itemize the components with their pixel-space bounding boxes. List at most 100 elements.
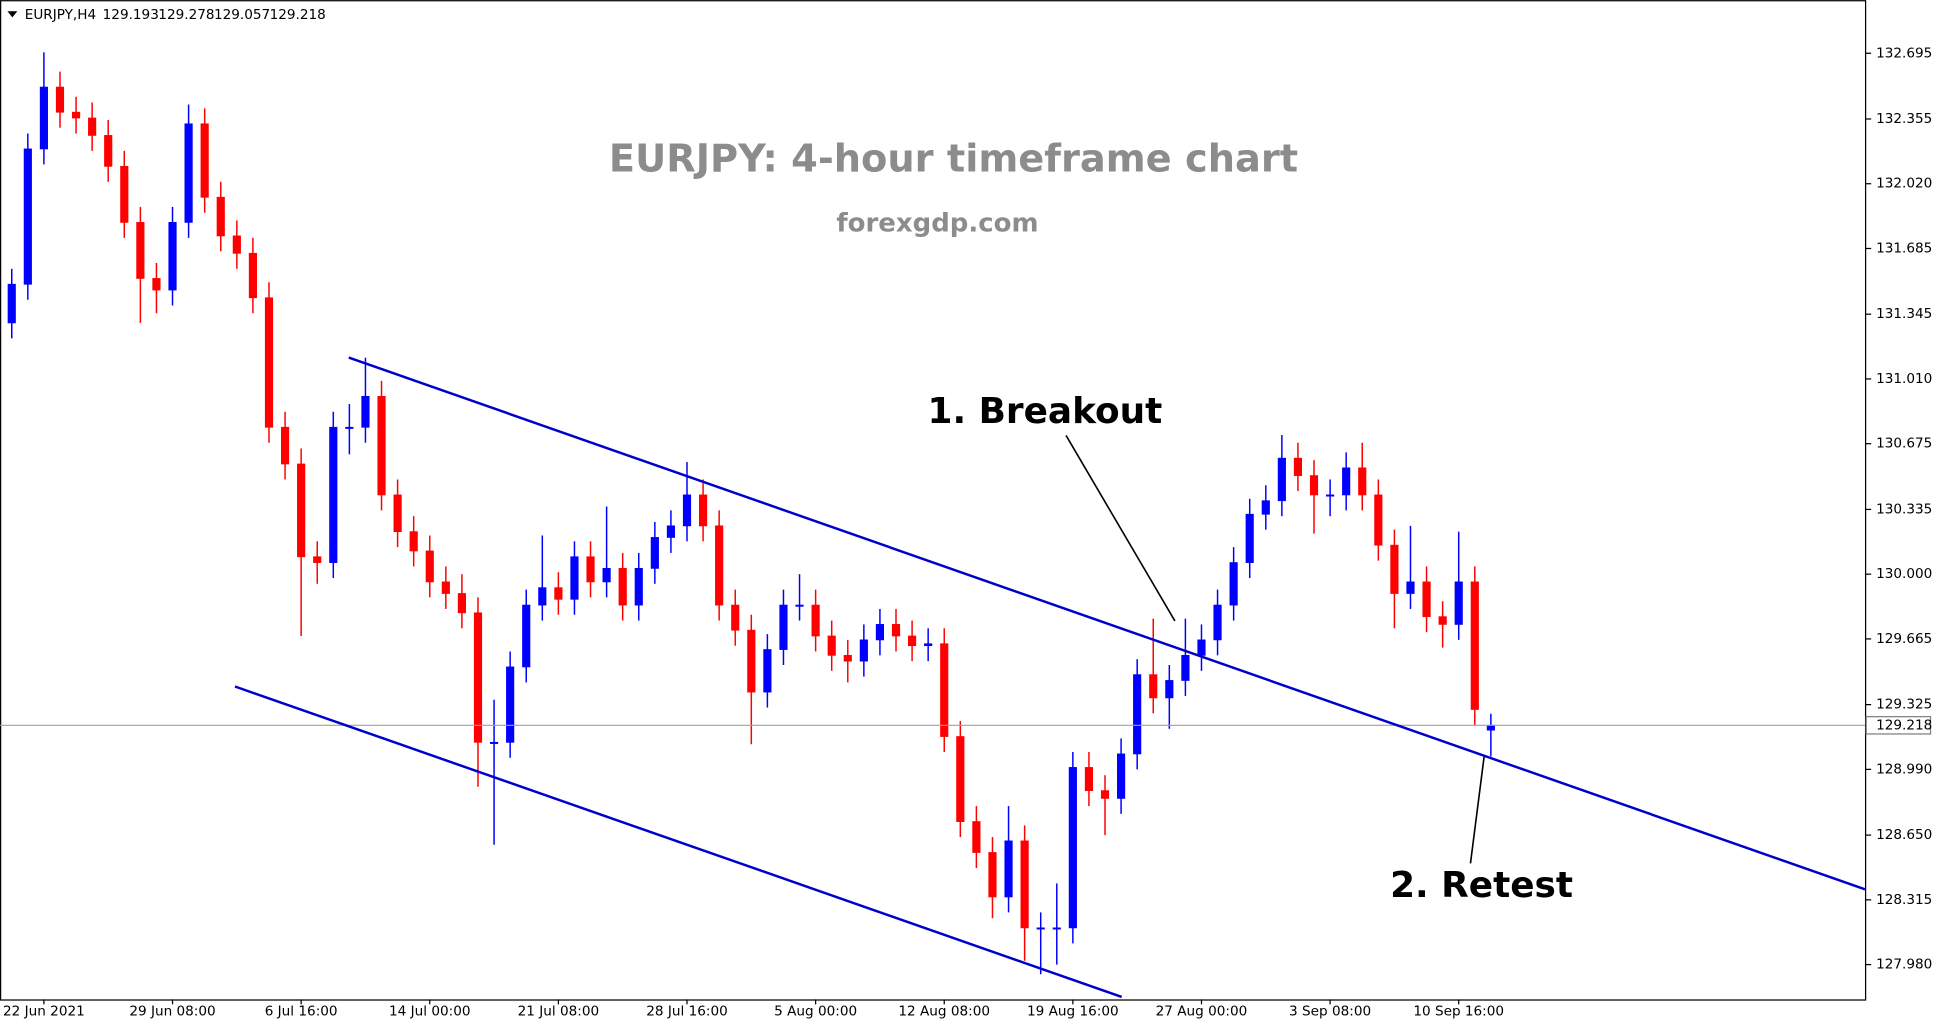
candle-body bbox=[1261, 500, 1270, 515]
candle-body bbox=[747, 629, 756, 693]
candle-body bbox=[538, 587, 547, 606]
candle-body bbox=[280, 426, 290, 465]
x-tick-label: 21 Jul 08:00 bbox=[518, 1004, 600, 1020]
candle-body bbox=[441, 581, 450, 594]
x-tick-label: 3 Sep 08:00 bbox=[1289, 1004, 1371, 1020]
candle-body bbox=[875, 624, 885, 641]
candle-body bbox=[522, 604, 531, 668]
candle-body bbox=[457, 593, 466, 614]
candle-body bbox=[1020, 840, 1029, 929]
candle-body bbox=[1422, 581, 1431, 618]
retest-pointer bbox=[1469, 756, 1485, 864]
candle-body bbox=[7, 283, 16, 324]
candle-body bbox=[120, 165, 129, 223]
candle-body bbox=[682, 494, 692, 527]
symbol-label: EURJPY,H4 bbox=[25, 7, 96, 23]
candle-body bbox=[1390, 544, 1399, 594]
x-tick-label: 10 Sep 16:00 bbox=[1413, 1004, 1504, 1020]
chart-title: EURJPY: 4-hour timeframe chart bbox=[609, 136, 1298, 181]
candle-body bbox=[650, 537, 659, 569]
candle-body bbox=[264, 297, 274, 428]
candle-body bbox=[361, 395, 370, 428]
candle-body bbox=[1406, 581, 1415, 594]
candle-body bbox=[1374, 494, 1383, 546]
y-tick-label: 129.325 bbox=[1876, 697, 1932, 713]
candle-body bbox=[1293, 457, 1303, 476]
y-tick-label: 132.695 bbox=[1876, 45, 1932, 61]
lower-trendline bbox=[234, 685, 1123, 999]
y-tick-label: 129.665 bbox=[1876, 631, 1932, 647]
candle-body bbox=[634, 567, 643, 606]
candle-body bbox=[843, 654, 852, 662]
candle-body bbox=[104, 135, 113, 167]
candle-body bbox=[795, 604, 804, 607]
candle-body bbox=[827, 635, 836, 656]
candle-body bbox=[1213, 604, 1222, 641]
header-low: 129.057 bbox=[214, 7, 270, 23]
y-tick-label: 131.685 bbox=[1876, 240, 1932, 256]
x-tick-label: 29 Jun 08:00 bbox=[129, 1004, 215, 1020]
candle-body bbox=[23, 148, 32, 285]
header-icon bbox=[7, 11, 18, 18]
header-open: 129.193 bbox=[103, 7, 159, 23]
candle-body bbox=[1149, 674, 1158, 699]
plot-frame bbox=[0, 0, 1867, 1001]
candle-body bbox=[232, 235, 241, 254]
candle-body bbox=[1470, 581, 1479, 710]
candle-body bbox=[489, 741, 499, 744]
y-tick-label: 132.355 bbox=[1876, 111, 1932, 127]
y-tick-label: 128.990 bbox=[1876, 761, 1932, 777]
candle-body bbox=[55, 86, 65, 113]
candle-body bbox=[1342, 467, 1351, 496]
x-tick-label: 14 Jul 00:00 bbox=[389, 1004, 471, 1020]
candle-body bbox=[248, 252, 257, 299]
candle-body bbox=[1358, 467, 1367, 496]
candle-body bbox=[393, 494, 402, 533]
candle-body bbox=[200, 123, 209, 198]
candle-body bbox=[88, 117, 97, 136]
candle-body bbox=[71, 111, 81, 119]
candle-body bbox=[39, 86, 48, 150]
y-tick-label: 130.000 bbox=[1876, 566, 1932, 582]
candle-body bbox=[1133, 674, 1142, 755]
candle-body bbox=[859, 639, 868, 662]
candle-body bbox=[1165, 680, 1174, 699]
candle-body bbox=[1100, 790, 1110, 799]
x-tick-label: 19 Aug 16:00 bbox=[1027, 1004, 1119, 1020]
y-tick-label: 130.335 bbox=[1876, 501, 1932, 517]
channel-lines bbox=[234, 356, 1866, 999]
x-tick-label: 12 Aug 08:00 bbox=[898, 1004, 990, 1020]
candle-body bbox=[152, 278, 161, 291]
breakout-note: 1. Breakout bbox=[928, 391, 1163, 432]
candle-body bbox=[1438, 616, 1447, 625]
upper-trendline bbox=[348, 356, 1866, 891]
x-tick-label: 5 Aug 00:00 bbox=[774, 1004, 857, 1020]
candle-body bbox=[763, 649, 772, 693]
candle-body bbox=[586, 556, 595, 583]
header-high: 129.278 bbox=[158, 7, 214, 23]
last-price-label: 129.218 bbox=[1876, 717, 1932, 733]
candle-body bbox=[908, 635, 917, 647]
candle-body bbox=[329, 426, 338, 563]
y-tick-label: 131.010 bbox=[1876, 371, 1932, 387]
retest-note: 2. Retest bbox=[1390, 865, 1573, 906]
y-tick-label: 131.345 bbox=[1876, 306, 1932, 322]
candle-body bbox=[184, 123, 193, 223]
candle-body bbox=[666, 525, 676, 538]
header-close: 129.218 bbox=[270, 7, 326, 23]
candle-body bbox=[988, 852, 997, 898]
candle-body bbox=[570, 556, 579, 600]
candle-body bbox=[136, 222, 145, 279]
y-tick-label: 128.315 bbox=[1876, 892, 1932, 908]
candle-body bbox=[473, 612, 483, 743]
candle-body bbox=[345, 426, 354, 429]
candle-body bbox=[940, 643, 949, 737]
candles bbox=[7, 52, 1495, 975]
y-tick-label: 128.650 bbox=[1876, 827, 1932, 843]
candle-body bbox=[313, 556, 322, 563]
candle-body bbox=[891, 624, 901, 637]
candle-body bbox=[1454, 581, 1463, 625]
candle-body bbox=[972, 821, 981, 853]
